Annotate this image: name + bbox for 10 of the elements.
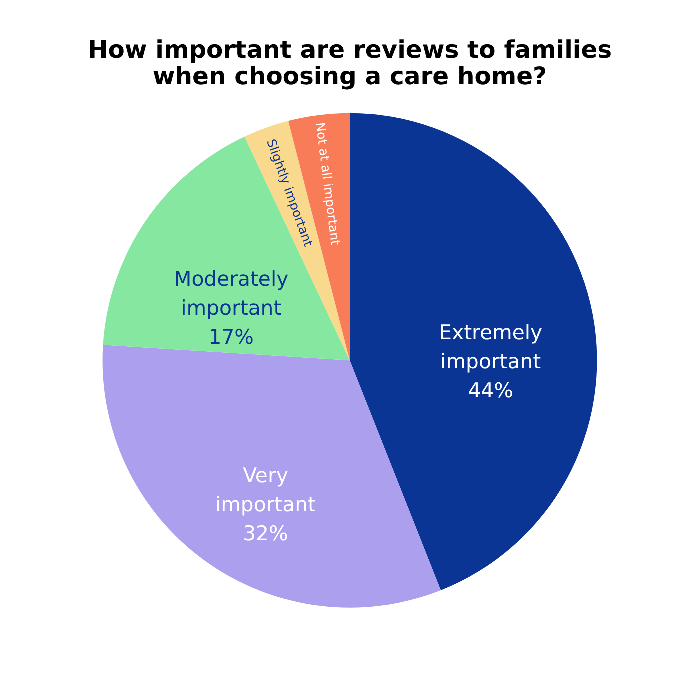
chart-title: How important are reviews to families when choosing a care home? <box>88 36 612 90</box>
slice-label: Moderately important <box>174 266 289 320</box>
data-label: 44% <box>468 378 514 403</box>
pie-slice <box>103 345 442 608</box>
pie-slice <box>350 113 597 590</box>
slice-label: Not at all important <box>313 122 344 246</box>
slice-label: Very important <box>215 463 316 517</box>
data-label: 32% <box>243 522 288 546</box>
data-label: 17% <box>208 324 254 349</box>
slice-label: Extremely important <box>439 320 543 374</box>
